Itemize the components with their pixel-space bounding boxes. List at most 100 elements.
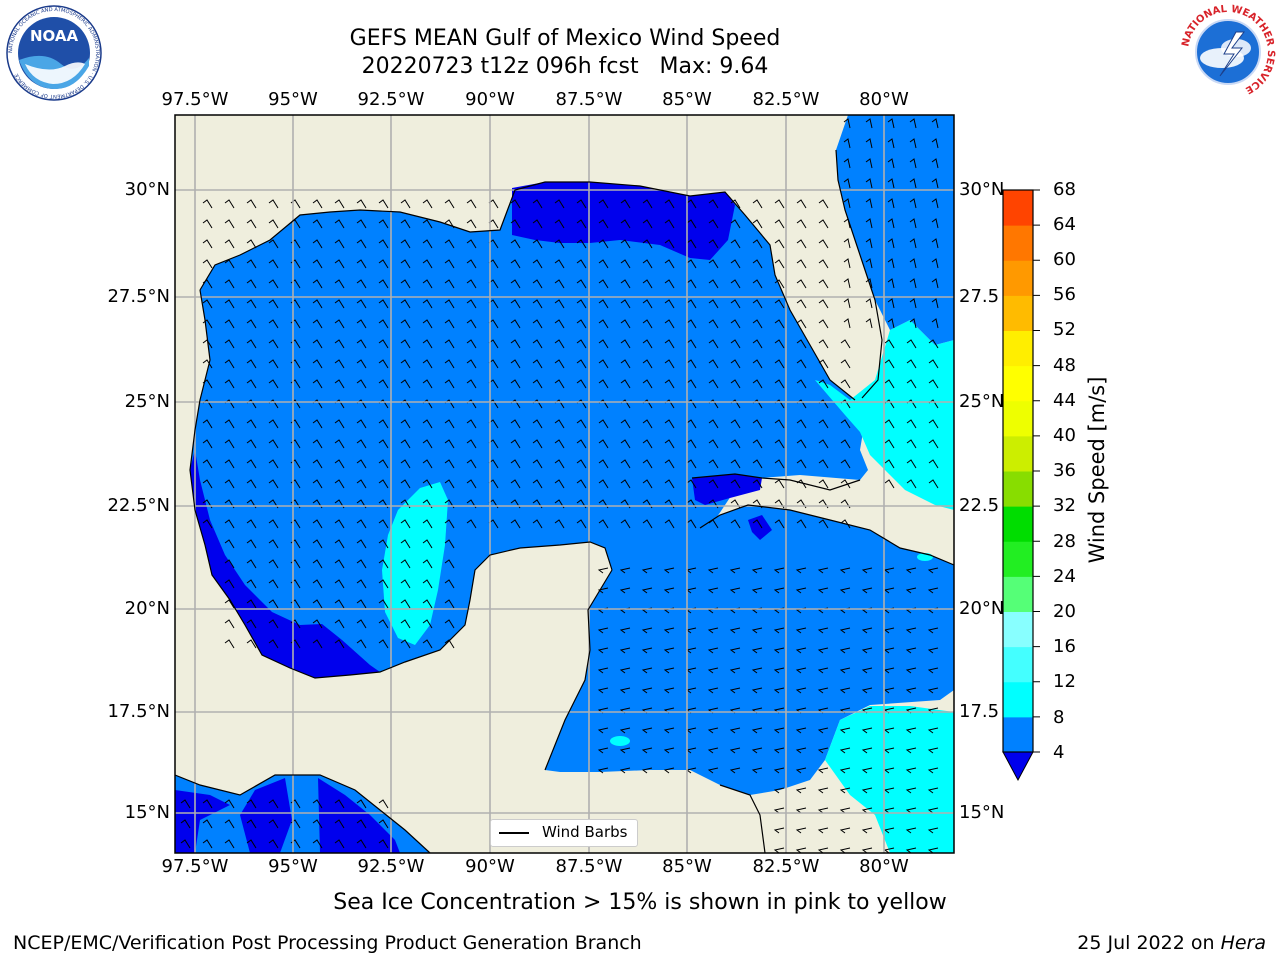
- colorbar-label: Wind Speed [m/s]: [1085, 376, 1109, 564]
- wind-barb: [865, 278, 873, 289]
- wind-barb: [224, 799, 235, 809]
- wind-barb: [268, 839, 279, 849]
- wind-barb: [597, 767, 609, 774]
- colorbar-tick: 40: [1053, 425, 1076, 446]
- lat-tick-left: 27.5°N: [107, 286, 170, 307]
- atlantic-water: [836, 115, 954, 345]
- wind-barb: [642, 439, 653, 449]
- wind-barb: [312, 479, 323, 489]
- wind-barb: [906, 459, 917, 469]
- wind-barb: [356, 379, 367, 389]
- wind-barb: [466, 359, 477, 369]
- wind-barb: [400, 299, 411, 309]
- wind-barb: [224, 439, 235, 449]
- wind-barb: [905, 787, 917, 794]
- wind-barb: [796, 239, 807, 249]
- wind-barb: [620, 259, 631, 269]
- wind-barb: [686, 359, 697, 369]
- colorbar-under-triangle: [1002, 751, 1034, 782]
- colorbar-tick: 64: [1053, 214, 1076, 235]
- wind-barb: [400, 479, 411, 489]
- wind-barb: [598, 359, 609, 369]
- wind-barb: [532, 359, 543, 369]
- wind-barb: [642, 339, 653, 349]
- wind-barb: [909, 258, 917, 269]
- colorbar-tick: 68: [1053, 179, 1076, 200]
- wind-barb: [510, 219, 521, 229]
- wind-barb: [466, 279, 477, 289]
- wind-barb: [576, 439, 587, 449]
- wind-barb: [598, 419, 609, 429]
- wind-barb: [796, 359, 807, 369]
- wind-barb: [202, 239, 213, 249]
- wind-barb: [378, 339, 389, 349]
- wind-barb: [865, 118, 873, 129]
- wind-barb: [905, 807, 917, 814]
- wind-barb: [686, 259, 697, 269]
- wind-barb: [887, 258, 895, 269]
- wind-barb: [422, 379, 433, 389]
- wind-barb: [378, 839, 389, 849]
- wind-barb: [466, 299, 477, 309]
- wind-barb: [400, 239, 411, 249]
- wind-barb: [928, 459, 939, 469]
- wind-barb: [422, 439, 433, 449]
- wind-barb: [905, 567, 917, 574]
- wind-barb: [246, 239, 257, 249]
- wind-barb: [598, 519, 609, 529]
- wind-barb: [422, 639, 433, 649]
- wind-barb: [752, 439, 763, 449]
- wind-barb: [356, 619, 367, 629]
- wind-barb: [774, 459, 785, 469]
- wind-barb: [927, 847, 939, 853]
- wind-barb: [268, 239, 279, 249]
- wind-barb: [931, 318, 939, 329]
- wind-barb: [795, 687, 807, 694]
- wind-barb: [597, 727, 609, 734]
- wind-barb: [334, 439, 345, 449]
- wind-barb: [312, 579, 323, 589]
- wind-barb: [839, 627, 851, 634]
- wind-barb: [268, 339, 279, 349]
- wind-barb: [839, 727, 851, 734]
- wind-barb: [752, 199, 763, 209]
- wind-barb: [884, 439, 895, 449]
- lon-tick-bottom: 80°W: [859, 856, 909, 877]
- wind-barb: [619, 747, 631, 754]
- wind-barb: [268, 539, 279, 549]
- wind-barb: [224, 479, 235, 489]
- wind-barb: [268, 219, 279, 229]
- wind-barb: [312, 379, 323, 389]
- wind-barb: [576, 319, 587, 329]
- wind-barb: [884, 459, 895, 469]
- wind-barb: [774, 259, 785, 269]
- wind-barb: [334, 619, 345, 629]
- wind-barb: [906, 419, 917, 429]
- wind-barb: [312, 439, 323, 449]
- wind-barb: [202, 299, 213, 309]
- wind-barb: [843, 238, 851, 249]
- wind-barb: [356, 599, 367, 609]
- wind-barb: [356, 439, 367, 449]
- chart-title: GEFS MEAN Gulf of Mexico Wind Speed: [349, 26, 781, 51]
- wind-barb: [663, 747, 675, 754]
- wind-barb: [268, 299, 279, 309]
- wind-barb: [840, 419, 851, 429]
- wind-barb: [268, 459, 279, 469]
- wind-barb: [795, 647, 807, 654]
- sea-ice-note: Sea Ice Concentration > 15% is shown in …: [333, 890, 947, 915]
- wind-barb: [224, 639, 235, 649]
- wind-barb: [224, 579, 235, 589]
- wind-barb: [378, 199, 389, 209]
- wind-barb: [883, 747, 895, 754]
- wind-barb: [887, 318, 895, 329]
- wind-barb: [268, 279, 279, 289]
- wind-barb: [510, 319, 521, 329]
- campeche-strong: [382, 482, 448, 645]
- wind-barb: [708, 239, 719, 249]
- lon-tick-top: 85°W: [662, 89, 712, 110]
- wind-barb: [817, 727, 829, 734]
- wind-barb: [730, 379, 741, 389]
- wind-barb: [861, 727, 873, 734]
- west-gulf-calm: [190, 450, 380, 678]
